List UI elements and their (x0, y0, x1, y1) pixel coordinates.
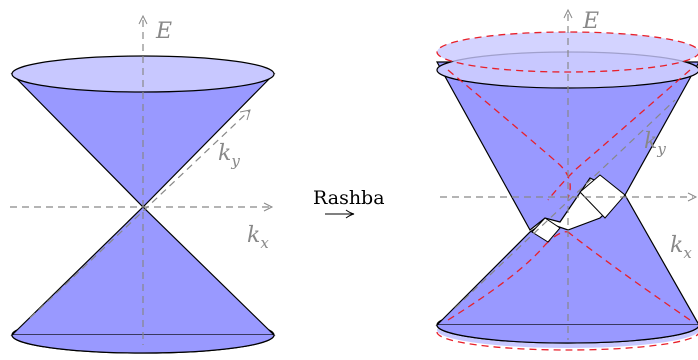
kx-label: kx (670, 233, 692, 262)
e-label: E (155, 19, 172, 44)
rashba-cones: E ky kx (437, 9, 698, 350)
ky-base: k (218, 141, 231, 166)
dirac-cone: E ky kx (10, 16, 274, 353)
rashba-label: Rashba (313, 187, 385, 209)
ky-label: ky (218, 141, 240, 170)
diagram: E ky kx Rashba E ky kx (0, 0, 698, 360)
rashba-arrow: Rashba (313, 187, 385, 218)
kx-sub: x (260, 234, 269, 252)
kx-sub: x (683, 244, 692, 262)
page: {"left": {"e_label": "E", "ky_label": {"… (0, 0, 698, 360)
kx-base: k (670, 233, 683, 258)
ky-sub: y (230, 152, 240, 170)
ky-base: k (644, 129, 657, 154)
kx-label: kx (247, 223, 269, 252)
e-label: E (582, 9, 599, 34)
kx-base: k (247, 223, 260, 248)
ky-sub: y (656, 140, 666, 158)
ky-label: ky (644, 129, 666, 158)
